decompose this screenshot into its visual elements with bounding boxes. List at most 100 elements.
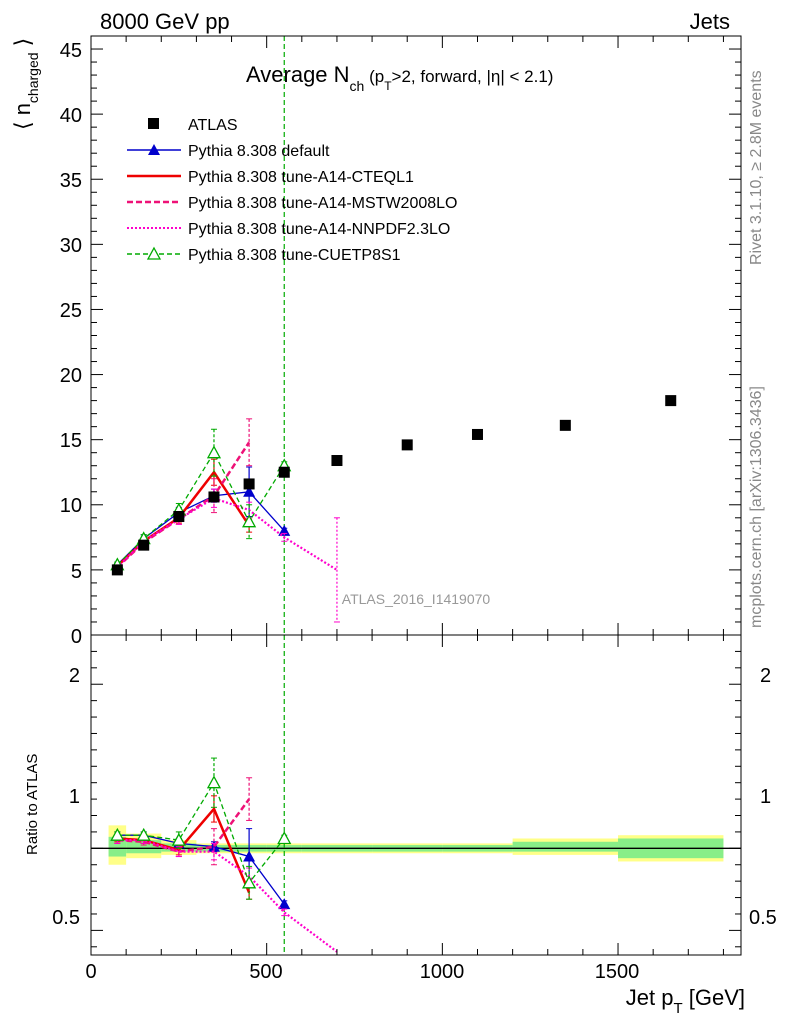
- chart-title-sub1: ch: [350, 78, 365, 94]
- legend-item-default: Pythia 8.308 default: [127, 143, 330, 160]
- ratio-y-tick-labels: 0.5 1 2 0.5 1 2: [52, 665, 777, 929]
- legend-item-mstw: Pythia 8.308 tune-A14-MSTW2008LO: [127, 195, 457, 212]
- main-y-tick-label: 15: [60, 430, 82, 452]
- legend-label: Pythia 8.308 tune-CUETP8S1: [188, 247, 401, 264]
- main-y-tick-label: 40: [60, 105, 82, 127]
- ratio-y-axis-label: Ratio to ATLAS: [24, 754, 41, 855]
- main-y-tick-label: 30: [60, 235, 82, 257]
- series-line: [117, 834, 285, 905]
- main-y-tick-label: 0: [71, 626, 82, 648]
- x-tick-label: 0: [85, 961, 96, 983]
- uncertainty-band-inner: [108, 836, 127, 857]
- ratio-y-tick-label: 1: [69, 786, 80, 808]
- side-label-rivet: Rivet 3.1.10, ≥ 2.8M events: [748, 70, 765, 265]
- data-point: [171, 832, 186, 846]
- main-y-axis-label: ⟨ ncharged ⟩: [10, 38, 41, 130]
- data-point: [278, 898, 291, 910]
- ratio-y-tick-label-right: 0.5: [749, 907, 777, 929]
- series-line: [116, 441, 251, 569]
- x-axis-label-sub: T: [673, 1000, 682, 1017]
- chart-title-sub2: T: [384, 79, 392, 93]
- main-y-tick-label: 20: [60, 365, 82, 387]
- main-y-axis-label-main: ⟨ n: [10, 103, 35, 130]
- main-y-tick-label: 45: [60, 40, 82, 62]
- data-point: [243, 850, 256, 862]
- data-point: [243, 485, 256, 497]
- legend-label: Pythia 8.308 tune-A14-NNPDF2.3LO: [188, 221, 450, 238]
- header-left-label: 8000 GeV pp: [100, 9, 230, 34]
- x-axis-label: Jet pT [GeV]: [626, 985, 745, 1017]
- x-tick-label: 1000: [420, 961, 465, 983]
- ratio-y-tick-label: 2: [69, 665, 80, 687]
- series-line: [116, 451, 285, 566]
- series-pythia-8-308-tune-a14-nnpdf2-3lo: [114, 488, 340, 623]
- legend-label: Pythia 8.308 tune-A14-CTEQL1: [188, 169, 414, 186]
- side-label-mcplots: mcplots.cern.ch [arXiv:1306.3436]: [748, 386, 765, 628]
- legend-item-cteql1: Pythia 8.308 tune-A14-CTEQL1: [127, 169, 414, 186]
- chart-title-main: Average N: [246, 62, 350, 87]
- data-point: [138, 539, 150, 551]
- data-point: [206, 775, 222, 789]
- legend-marker-atlas: [148, 118, 159, 129]
- chart-title-cond: (p: [364, 67, 384, 86]
- ratio-plot-area: [91, 635, 741, 955]
- ratio-frame: [90, 634, 742, 956]
- legend-label: Pythia 8.308 default: [188, 143, 330, 160]
- legend-label: ATLAS: [188, 117, 238, 134]
- data-point: [206, 445, 222, 459]
- watermark-label: ATLAS_2016_I1419070: [342, 591, 491, 607]
- header-right-label: Jets: [690, 9, 730, 34]
- data-point: [559, 419, 571, 431]
- main-panel: 0 5 10 15 20 25 30 35 40 45 ⟨ ncharged ⟩…: [10, 35, 742, 648]
- main-axis-ticks: [90, 36, 741, 636]
- data-point: [471, 428, 483, 440]
- x-tick-label: 1500: [595, 961, 640, 983]
- legend-label: Pythia 8.308 tune-A14-MSTW2008LO: [188, 195, 457, 212]
- data-point: [665, 395, 677, 407]
- main-plot-area: [110, 36, 677, 635]
- x-axis-label-unit: [GeV]: [683, 985, 745, 1010]
- legend: ATLAS Pythia 8.308 default Pythia 8.308 …: [127, 117, 457, 264]
- ratio-series-group: [110, 757, 338, 953]
- main-y-axis-label-sub: charged: [25, 52, 41, 103]
- main-series-group: [110, 395, 677, 623]
- data-point: [331, 455, 343, 467]
- x-axis-label-main: Jet p: [626, 985, 674, 1010]
- uncertainty-band-inner: [512, 841, 619, 852]
- chart-title-rest: >2, forward, |η| < 2.1): [392, 67, 554, 86]
- data-point: [243, 478, 255, 490]
- legend-marker-default: [148, 144, 160, 155]
- data-point: [208, 491, 220, 503]
- data-point: [111, 564, 123, 576]
- data-point: [173, 511, 185, 523]
- ratio-panel: 0.5 1 2 0.5 1 2 0 500 1000 1500 Ratio to…: [24, 634, 777, 1017]
- main-y-tick-label: 35: [60, 170, 82, 192]
- ratio-y-tick-label-right: 2: [760, 665, 771, 687]
- x-tick-labels: 0 500 1000 1500: [85, 961, 639, 983]
- series-line: [117, 781, 285, 885]
- data-point: [242, 875, 257, 889]
- chart-title: Average Nch (pT>2, forward, |η| < 2.1): [246, 62, 553, 94]
- ratio-y-tick-label: 0.5: [52, 907, 80, 929]
- ratio-y-tick-label-right: 1: [760, 786, 771, 808]
- x-tick-label: 500: [249, 961, 282, 983]
- data-point: [110, 827, 125, 841]
- main-y-tick-label: 5: [71, 561, 82, 583]
- data-point: [136, 827, 151, 841]
- ratio-axis-ticks: [90, 635, 741, 955]
- legend-item-atlas: ATLAS: [148, 117, 238, 134]
- legend-item-nnpdf: Pythia 8.308 tune-A14-NNPDF2.3LO: [127, 221, 450, 238]
- data-point: [277, 831, 292, 845]
- legend-item-cuetp8s1: Pythia 8.308 tune-CUETP8S1: [127, 246, 401, 264]
- main-y-tick-label: 25: [60, 300, 82, 322]
- data-point: [242, 514, 257, 528]
- main-y-axis-label-close: ⟩: [10, 38, 35, 53]
- series-line: [116, 491, 285, 566]
- series-atlas: [111, 395, 677, 576]
- legend-marker-cuetp8s1: [146, 246, 162, 260]
- series-line: [117, 798, 251, 853]
- data-point: [401, 439, 413, 451]
- main-y-tick-label: 10: [60, 495, 82, 517]
- series-pythia-8-308-tune-cuetp8s1: [110, 757, 292, 900]
